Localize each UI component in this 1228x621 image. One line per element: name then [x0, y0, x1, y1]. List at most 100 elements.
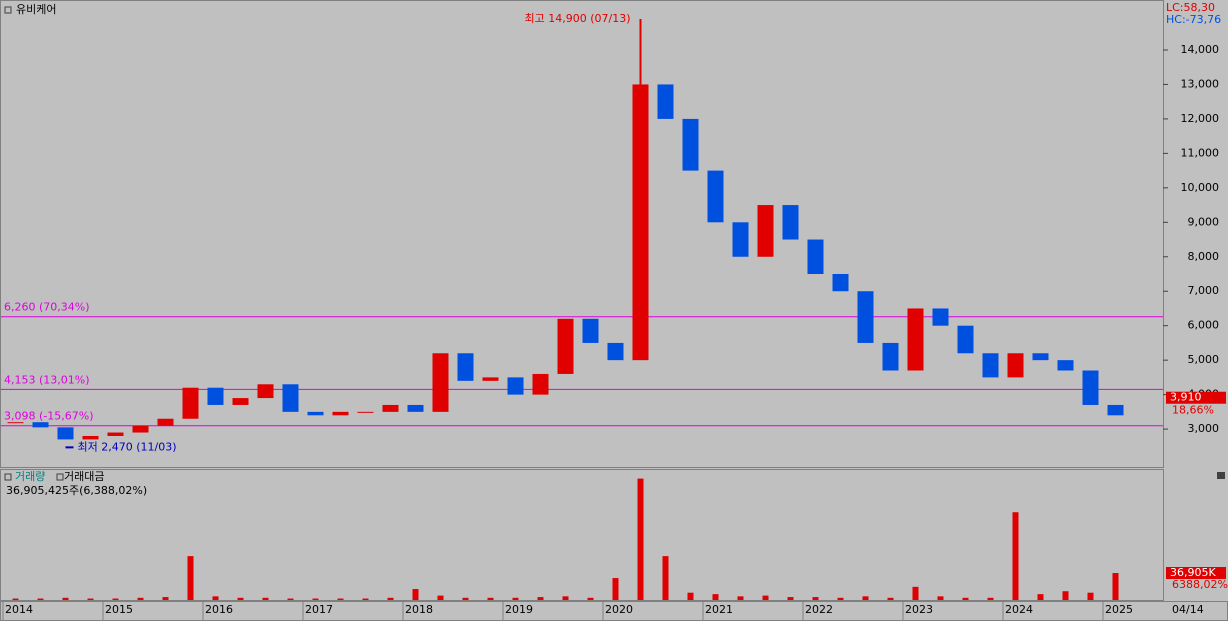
- volume-bar: [462, 597, 469, 600]
- lc-label: LC:58,30: [1166, 1, 1215, 14]
- candle: [182, 387, 199, 419]
- legend-volume[interactable]: 거래량: [15, 470, 45, 483]
- volume-bar: [387, 597, 394, 600]
- candle: [857, 291, 874, 343]
- volume-bar: [12, 598, 19, 600]
- candle: [232, 398, 249, 405]
- candle: [907, 308, 924, 371]
- stock-name: 유비케어: [16, 3, 56, 16]
- y-tick-label: 6,000: [1188, 319, 1220, 332]
- volume-bar: [837, 597, 844, 600]
- volume-bar: [37, 598, 44, 600]
- candle: [357, 411, 374, 413]
- volume-bar: [787, 597, 794, 600]
- volume-bar: [612, 578, 619, 600]
- volume-bar: [762, 595, 769, 600]
- volume-bar: [287, 598, 294, 600]
- candle: [1007, 353, 1024, 378]
- volume-bar: [987, 597, 994, 600]
- x-tick-label: 2020: [605, 603, 633, 616]
- candle: [982, 353, 999, 378]
- y-tick-label: 7,000: [1188, 284, 1220, 297]
- y-tick-label: 11,000: [1181, 146, 1220, 159]
- volume-bar: [312, 598, 319, 600]
- volume-bar: [887, 597, 894, 600]
- volume-bar: [1037, 594, 1044, 600]
- x-tick-label: 2021: [705, 603, 733, 616]
- candle: [457, 353, 474, 381]
- candle: [332, 411, 349, 416]
- volume-bar: [437, 595, 444, 600]
- close-button[interactable]: [1217, 472, 1225, 479]
- current-price: 3,910: [1170, 391, 1202, 404]
- candle: [557, 318, 574, 374]
- volume-bar: [87, 598, 94, 600]
- candle: [57, 427, 74, 440]
- current-volume-box: [1166, 567, 1226, 580]
- price-panel-frame: [0, 0, 1164, 468]
- x-tick-label: 2019: [505, 603, 533, 616]
- panel-icon: [4, 473, 12, 481]
- candle: [732, 222, 749, 257]
- volume-bar: [162, 597, 169, 600]
- volume-bar: [1062, 591, 1069, 600]
- volume-bar: [737, 596, 744, 600]
- volume-bar: [1087, 592, 1094, 600]
- volume-info: 36,905,425주(6,388,02%): [6, 484, 147, 497]
- candle: [207, 387, 224, 405]
- volume-bar: [687, 592, 694, 600]
- x-tick-label: 2017: [305, 603, 333, 616]
- volume-bar: [862, 596, 869, 600]
- level-label: 4,153 (13,01%): [4, 373, 90, 386]
- candle: [382, 404, 399, 412]
- date-label: 04/14: [1172, 603, 1204, 616]
- candle: [257, 384, 274, 399]
- volume-bar: [662, 556, 669, 600]
- volume-bar: [937, 596, 944, 600]
- current-change: 18,66%: [1172, 404, 1214, 417]
- y-tick-label: 8,000: [1188, 250, 1220, 263]
- candle: [757, 205, 774, 257]
- y-tick-label: 5,000: [1188, 353, 1220, 366]
- candle: [607, 342, 624, 361]
- candle: [782, 205, 799, 240]
- candle: [307, 411, 324, 416]
- volume-bar: [212, 596, 219, 600]
- candle: [582, 318, 599, 343]
- candle: [807, 239, 824, 274]
- hc-label: HC:-73,76: [1166, 13, 1221, 26]
- panel-icon: [56, 473, 64, 481]
- high-label: 최고 14,900 (07/13): [524, 12, 630, 25]
- candle: [7, 422, 24, 424]
- candle: [657, 84, 674, 119]
- y-tick-label: 10,000: [1181, 181, 1220, 194]
- y-tick-label: 3,000: [1188, 422, 1220, 435]
- candle: [507, 377, 524, 395]
- x-tick-label: 2022: [805, 603, 833, 616]
- volume-bar: [512, 597, 519, 600]
- candle: [482, 377, 499, 381]
- volume-bar: [562, 596, 569, 600]
- candle: [1057, 360, 1074, 371]
- volume-bar: [62, 597, 69, 600]
- volume-bar: [1012, 512, 1019, 600]
- candle: [682, 118, 699, 171]
- y-tick-label: 9,000: [1188, 215, 1220, 228]
- volume-bar: [912, 586, 919, 600]
- candle: [282, 384, 299, 412]
- candle: [157, 418, 174, 426]
- level-label: 6,260 (70,34%): [4, 301, 90, 314]
- x-tick-label: 2018: [405, 603, 433, 616]
- volume-bar: [537, 597, 544, 600]
- legend-amount[interactable]: 거래대금: [64, 470, 104, 483]
- candle: [107, 432, 124, 436]
- x-tick-label: 2014: [5, 603, 33, 616]
- candle: [882, 342, 899, 371]
- x-tick-label: 2015: [105, 603, 133, 616]
- candle: [82, 435, 99, 440]
- candle: [32, 422, 49, 428]
- volume-bar: [962, 597, 969, 600]
- panel-icon: [4, 6, 12, 14]
